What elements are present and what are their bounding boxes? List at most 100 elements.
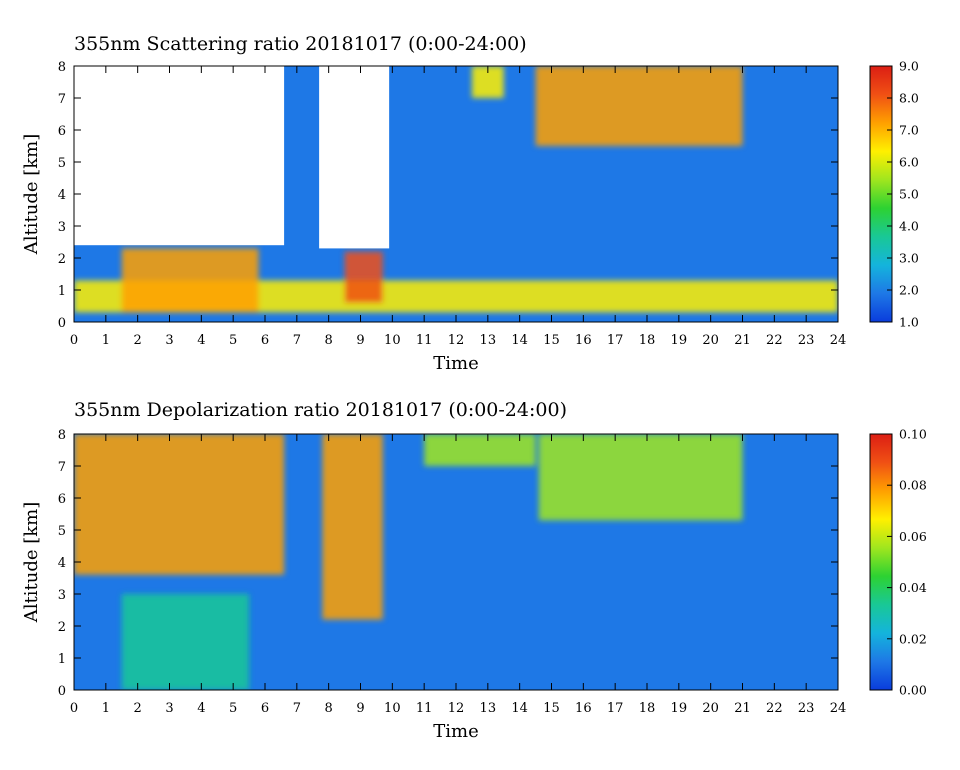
x-tick-label: 10 — [384, 701, 401, 716]
y-tick-label: 6 — [58, 124, 66, 139]
x-tick-label: 4 — [197, 333, 205, 348]
data-region-2 — [322, 434, 383, 620]
x-tick-label: 16 — [575, 333, 592, 348]
x-tick-label: 2 — [134, 333, 142, 348]
y-tick-label: 1 — [58, 284, 66, 299]
x-tick-label: 3 — [165, 333, 173, 348]
x-tick-label: 9 — [356, 333, 364, 348]
colorbar-tick-label: 0.00 — [899, 683, 927, 698]
colorbar-tick-label: 0.02 — [899, 631, 927, 646]
x-tick-label: 0 — [70, 333, 78, 348]
x-tick-label: 21 — [734, 333, 751, 348]
x-tick-label: 18 — [639, 701, 656, 716]
x-tick-label: 3 — [165, 701, 173, 716]
y-tick-label: 0 — [58, 684, 66, 699]
y-tick-label: 7 — [58, 92, 66, 107]
data-region-3 — [535, 66, 743, 146]
colorbar-tick-label: 0.06 — [899, 529, 927, 544]
data-region-3 — [538, 434, 743, 521]
colorbar-tick-label: 4.0 — [899, 219, 919, 234]
x-tick-label: 22 — [766, 701, 783, 716]
x-tick-label: 1 — [102, 701, 110, 716]
scattering-ratio-plot-area — [74, 66, 838, 322]
y-axis-label: Altitude [km] — [21, 134, 42, 256]
x-tick-label: 4 — [197, 701, 205, 716]
x-tick-label: 24 — [830, 701, 847, 716]
x-tick-label: 5 — [229, 333, 237, 348]
colorbar-tick-label: 7.0 — [899, 123, 919, 138]
colorbar-tick-label: 0.10 — [899, 427, 927, 442]
missing-data-region-1 — [319, 66, 390, 249]
x-tick-label: 7 — [293, 333, 301, 348]
x-tick-label: 10 — [384, 333, 401, 348]
x-axis-label: Time — [433, 721, 478, 742]
x-tick-label: 17 — [607, 701, 624, 716]
x-tick-label: 16 — [575, 701, 592, 716]
data-region-1 — [121, 594, 250, 690]
colorbar-tick-label: 0.08 — [899, 478, 927, 493]
y-tick-label: 2 — [58, 252, 66, 267]
x-tick-label: 12 — [448, 333, 465, 348]
data-region-1 — [121, 248, 259, 313]
y-tick-label: 2 — [58, 620, 66, 635]
x-tick-label: 7 — [293, 701, 301, 716]
x-tick-label: 23 — [798, 333, 815, 348]
depolarization-ratio-plot-area — [74, 434, 838, 690]
x-tick-label: 23 — [798, 701, 815, 716]
x-axis-label: Time — [433, 353, 478, 374]
x-tick-label: 20 — [702, 701, 719, 716]
y-axis-label: Altitude [km] — [21, 502, 42, 624]
x-tick-label: 19 — [671, 333, 688, 348]
x-tick-label: 17 — [607, 333, 624, 348]
x-tick-label: 14 — [511, 701, 528, 716]
x-tick-label: 14 — [511, 333, 528, 348]
missing-data-layer — [74, 66, 390, 249]
x-tick-label: 6 — [261, 701, 269, 716]
x-tick-label: 18 — [639, 333, 656, 348]
x-tick-label: 9 — [356, 701, 364, 716]
colorbar-tick-label: 9.0 — [899, 59, 919, 74]
y-tick-label: 6 — [58, 492, 66, 507]
x-tick-label: 12 — [448, 701, 465, 716]
chart-title: 355nm Scattering ratio 20181017 (0:00-24… — [74, 33, 527, 55]
y-tick-label: 1 — [58, 652, 66, 667]
chart-title: 355nm Depolarization ratio 20181017 (0:0… — [74, 399, 567, 421]
colorbar-tick-label: 5.0 — [899, 187, 919, 202]
colorbar-ticks: 1.0 2.0 3.0 4.0 5.0 6.0 7.0 8.0 9.0 — [887, 59, 919, 330]
x-tick-label: 15 — [543, 701, 560, 716]
colorbar-tick-label: 2.0 — [899, 283, 919, 298]
colorbar-ticks: 0.00 0.02 0.04 0.06 0.08 0.10 — [887, 427, 927, 698]
feature-layer — [74, 434, 743, 690]
colorbar-tick-label: 8.0 — [899, 91, 919, 106]
data-region-4 — [424, 434, 536, 466]
y-tick-label: 8 — [58, 428, 66, 443]
data-region-0 — [74, 434, 285, 575]
x-tick-label: 6 — [261, 333, 269, 348]
x-tick-label: 19 — [671, 701, 688, 716]
y-tick-label: 8 — [58, 60, 66, 75]
feature-layer — [74, 66, 838, 313]
x-tick-label: 0 — [70, 701, 78, 716]
x-tick-label: 2 — [134, 701, 142, 716]
y-tick-label: 4 — [58, 188, 66, 203]
y-tick-label: 5 — [58, 524, 66, 539]
missing-data-region-0 — [74, 66, 285, 246]
y-tick-label: 3 — [58, 220, 66, 235]
x-tick-label: 22 — [766, 333, 783, 348]
x-tick-label: 11 — [416, 701, 433, 716]
x-tick-label: 8 — [325, 701, 333, 716]
colorbar-tick-label: 1.0 — [899, 315, 919, 330]
x-tick-label: 15 — [543, 333, 560, 348]
x-tick-label: 11 — [416, 333, 433, 348]
colorbar-tick-label: 6.0 — [899, 155, 919, 170]
data-region-2 — [344, 251, 383, 303]
depolarization-ratio-panel: 355nm Depolarization ratio 20181017 (0:0… — [21, 399, 927, 742]
x-axis-ticks: 0 1 2 3 4 5 6 7 8 9 10 11 12 13 14 15 16 17 18 19 20 21 22 23 24 — [70, 434, 846, 716]
y-axis-ticks: 0 1 2 3 4 5 6 7 8 — [58, 428, 838, 699]
y-tick-label: 5 — [58, 156, 66, 171]
x-axis-ticks: 0 1 2 3 4 5 6 7 8 9 10 11 12 13 14 15 16 17 18 19 20 21 22 23 24 — [70, 66, 846, 348]
x-tick-label: 21 — [734, 701, 751, 716]
colorbar-tick-label: 0.04 — [899, 580, 927, 595]
x-tick-label: 5 — [229, 701, 237, 716]
